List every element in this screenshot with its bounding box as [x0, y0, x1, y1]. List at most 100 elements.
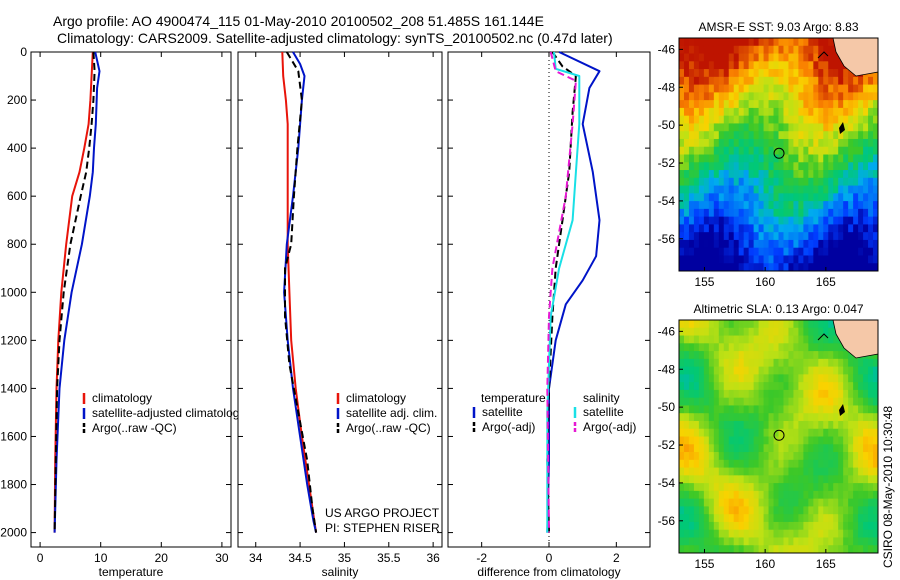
map-cell — [753, 100, 760, 109]
map-cell — [679, 185, 685, 194]
map-cell — [813, 405, 819, 414]
map-cell — [803, 537, 809, 546]
map-cell — [828, 459, 834, 469]
map-cell — [773, 170, 779, 179]
map-cell — [758, 224, 765, 233]
map-cell — [813, 84, 819, 93]
map-cell — [748, 107, 755, 117]
map-cell — [828, 545, 834, 554]
map-cell — [743, 320, 750, 329]
map-cell — [753, 327, 760, 337]
map-cell — [778, 76, 784, 86]
map-cell — [763, 232, 770, 241]
map-cell — [708, 115, 715, 124]
map-cell — [713, 420, 720, 430]
map-cell — [858, 162, 864, 171]
map-cell — [733, 366, 740, 375]
map-cell — [868, 255, 874, 264]
map-cell — [738, 366, 745, 375]
map-cell — [743, 154, 750, 163]
legend-label: Argo(..raw -QC) — [92, 421, 177, 435]
map-cell — [758, 45, 765, 55]
map-cell — [748, 53, 755, 62]
map-cell — [823, 154, 829, 163]
map-cell — [853, 514, 859, 523]
map-cell — [733, 263, 740, 272]
map-cell — [808, 154, 814, 163]
map-cell — [768, 131, 775, 140]
map-cell — [868, 162, 874, 171]
map-cell — [703, 514, 710, 523]
map-cell — [813, 382, 819, 391]
map-cell — [708, 335, 715, 344]
map-cell — [778, 366, 784, 375]
map-cell — [718, 351, 725, 360]
map-cell — [803, 263, 809, 272]
map-cell — [803, 201, 809, 210]
map-cell — [853, 123, 859, 132]
map-cell — [873, 138, 879, 148]
map-cell — [868, 115, 874, 124]
map-cell — [843, 100, 849, 109]
map-cell — [813, 420, 819, 430]
map-cell — [713, 53, 720, 62]
map-cell — [773, 366, 779, 375]
map-cell — [748, 506, 755, 515]
map-cell — [843, 467, 849, 476]
map-cell — [808, 506, 814, 515]
map-cell — [723, 247, 730, 256]
map-cell — [748, 475, 755, 484]
map-cell — [788, 107, 794, 117]
map-cell — [838, 529, 844, 538]
y-tick-label: -54 — [658, 476, 676, 490]
map-cell — [703, 185, 710, 194]
map-cell — [773, 358, 779, 368]
map-cell — [803, 428, 809, 437]
map-cell — [813, 247, 819, 256]
map-cell — [783, 428, 789, 437]
map-cell — [798, 263, 804, 272]
map-cell — [743, 436, 750, 445]
map-cell — [863, 208, 869, 218]
map-cell — [728, 92, 735, 101]
map-cell — [753, 138, 760, 148]
map-cell — [713, 162, 720, 171]
map-cell — [858, 224, 864, 233]
map-cell — [713, 529, 720, 538]
map-cell — [853, 255, 859, 264]
map-cell — [843, 107, 849, 117]
map-cell — [803, 452, 809, 461]
map-cell — [838, 208, 844, 218]
map-cell — [728, 351, 735, 360]
map-cell — [748, 232, 755, 241]
map-cell — [803, 351, 809, 360]
map-cell — [778, 216, 784, 225]
map-cell — [863, 459, 869, 469]
x-axis-label: difference from climatology — [477, 565, 620, 579]
map-cell — [858, 389, 864, 399]
map-cell — [813, 69, 819, 78]
map-cell — [778, 452, 784, 461]
map-cell — [833, 162, 839, 171]
map-cell — [798, 170, 804, 179]
map-cell — [873, 467, 879, 476]
map-cell — [848, 146, 854, 155]
map-cell — [823, 514, 829, 523]
map-cell — [688, 529, 695, 538]
map-cell — [768, 193, 775, 202]
map-cell — [713, 76, 720, 86]
map-cell — [708, 255, 715, 264]
map-cell — [738, 490, 745, 500]
map-cell — [803, 146, 809, 155]
map-cell — [813, 131, 819, 140]
map-cell — [753, 45, 760, 55]
map-cell — [683, 351, 690, 360]
map-cell — [868, 92, 874, 101]
map-cell — [753, 201, 760, 210]
map-cell — [688, 514, 695, 523]
map-cell — [813, 483, 819, 492]
map-cell — [763, 428, 770, 437]
map-cell — [868, 420, 874, 430]
map-cell — [848, 545, 854, 554]
map-cell — [723, 208, 730, 218]
